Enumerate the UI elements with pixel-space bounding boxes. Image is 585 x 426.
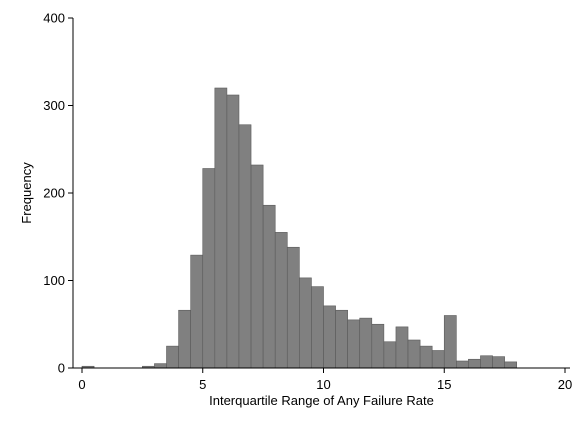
histogram-bars (81, 87, 518, 369)
histogram-bar (335, 309, 348, 369)
histogram-bar (202, 168, 216, 369)
y-tick-label: 400 (43, 11, 65, 26)
y-tick-label: 200 (43, 186, 65, 201)
y-tick-label: 100 (43, 273, 65, 288)
histogram-bar (286, 246, 300, 369)
histogram-bar (190, 254, 204, 369)
histogram-bar (492, 356, 505, 369)
histogram-bar (178, 309, 191, 369)
histogram-bar (214, 87, 228, 369)
histogram-bar (456, 360, 469, 369)
y-axis-title: Frequency (19, 162, 34, 224)
histogram-bar (395, 326, 409, 369)
histogram-bar (347, 319, 361, 369)
x-tick-label: 0 (78, 377, 85, 392)
histogram-bar (383, 341, 397, 369)
histogram-bar (311, 286, 324, 369)
x-tick-label: 20 (558, 377, 572, 392)
y-tick-label: 300 (43, 98, 65, 113)
x-tick-label: 15 (437, 377, 451, 392)
histogram-bar (443, 315, 457, 369)
histogram-bar (154, 363, 167, 369)
histogram-bar (323, 305, 336, 369)
histogram-bar (250, 164, 264, 369)
histogram-bar (419, 345, 433, 369)
histogram-bar (371, 323, 385, 369)
x-axis-title: Interquartile Range of Any Failure Rate (209, 393, 434, 408)
x-axis-ticks: 0 5 10 15 20 (78, 368, 572, 392)
histogram-bar (166, 345, 179, 369)
histogram-bar (431, 350, 445, 369)
histogram-bar (262, 204, 276, 369)
histogram-bar (299, 277, 312, 369)
histogram-bar (274, 232, 288, 369)
x-tick-label: 5 (199, 377, 206, 392)
x-tick-label: 10 (316, 377, 330, 392)
histogram-bar (468, 358, 481, 369)
y-axis-ticks: 0 100 200 300 400 (43, 11, 73, 376)
y-tick-label: 0 (58, 361, 65, 376)
histogram-bar (226, 94, 240, 369)
histogram-bar (359, 317, 373, 369)
histogram-bar (238, 124, 252, 369)
histogram-bar (504, 361, 518, 369)
histogram-bar (407, 339, 421, 369)
histogram-bar (480, 355, 493, 369)
